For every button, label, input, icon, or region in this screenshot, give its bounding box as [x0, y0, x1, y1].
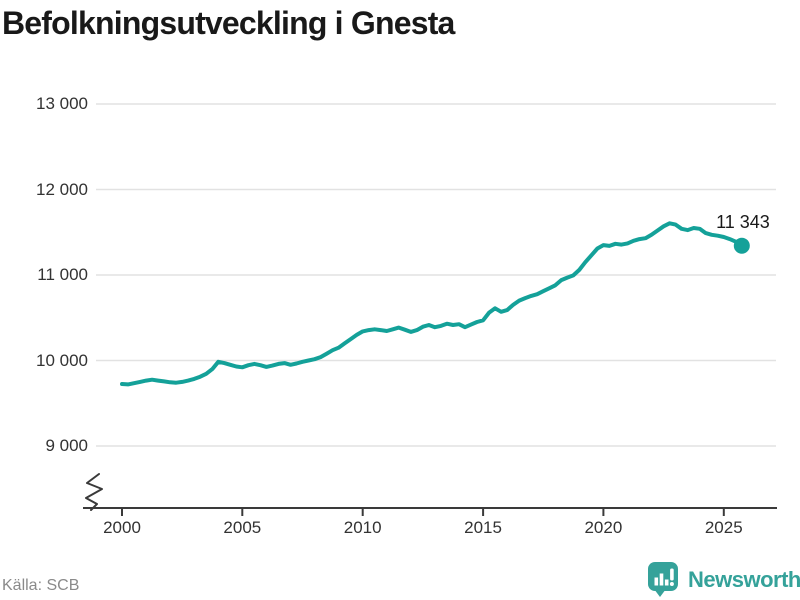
newsworthy-logo: Newsworthy [646, 561, 800, 598]
y-tick-label: 12 000 [36, 179, 88, 199]
x-tick-label: 2010 [343, 518, 382, 537]
population-line [120, 221, 744, 387]
source-label: Källa: SCB [2, 577, 80, 594]
chart-title: Befolkningsutveckling i Gnesta [2, 5, 455, 41]
axis-break-icon [85, 473, 103, 511]
y-tick-label: 13 000 [36, 94, 88, 113]
newsworthy-wordmark: Newsworthy [688, 567, 800, 592]
x-tick-label: 2025 [704, 518, 743, 537]
newsworthy-bubble-chart-icon [648, 562, 678, 597]
x-tick-label: 2005 [223, 518, 262, 537]
x-tick-label: 2020 [584, 518, 623, 537]
y-tick-label: 10 000 [36, 350, 88, 370]
population-line-chart [83, 103, 777, 516]
y-tick-label: 9 000 [45, 436, 88, 455]
latest-value-dot [733, 237, 750, 254]
latest-value-label: 11 343 [716, 211, 770, 232]
x-tick-label: 2015 [464, 518, 502, 537]
x-tick-label: 2000 [103, 518, 141, 537]
y-tick-label: 11 000 [37, 265, 88, 284]
